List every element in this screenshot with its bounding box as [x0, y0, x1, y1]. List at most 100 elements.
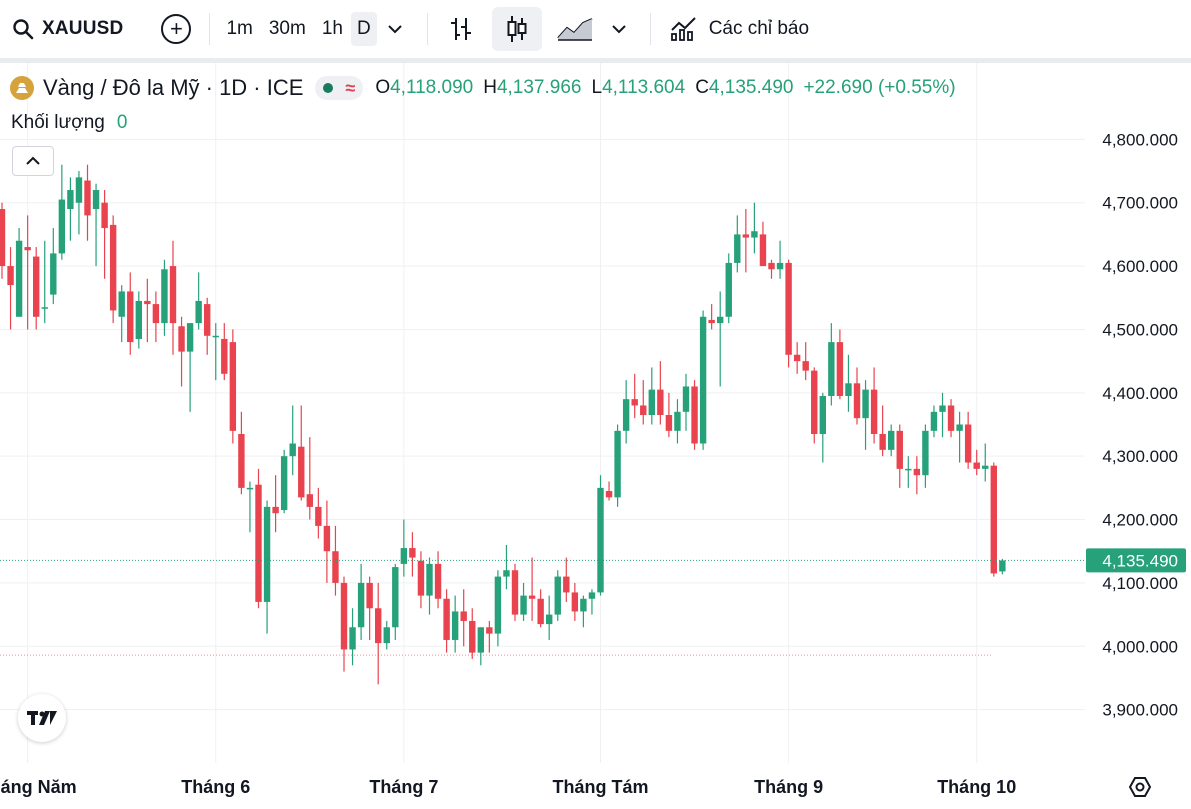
- candle[interactable]: [665, 392, 673, 438]
- candle[interactable]: [0, 202, 6, 279]
- candle[interactable]: [563, 557, 570, 602]
- candle[interactable]: [460, 589, 467, 647]
- candle[interactable]: [263, 500, 271, 634]
- candle[interactable]: [477, 627, 484, 666]
- candle[interactable]: [375, 582, 382, 685]
- timeframe-1h-button[interactable]: 1h: [321, 18, 343, 39]
- candle[interactable]: [221, 323, 228, 381]
- timeframe-1m-button[interactable]: 1m: [226, 18, 253, 39]
- candle[interactable]: [503, 544, 510, 590]
- collapse-legend-button[interactable]: [12, 146, 54, 176]
- candle[interactable]: [674, 399, 681, 444]
- candle[interactable]: [546, 595, 553, 640]
- candle[interactable]: [315, 487, 322, 539]
- candle[interactable]: [144, 278, 151, 343]
- volume-legend[interactable]: Khối lượng 0: [11, 112, 127, 134]
- candle[interactable]: [888, 424, 895, 457]
- candle[interactable]: [409, 532, 416, 577]
- candle[interactable]: [212, 323, 219, 381]
- chart-type-dropdown-button[interactable]: [602, 7, 636, 51]
- bar-chart-button[interactable]: [436, 7, 486, 51]
- candle[interactable]: [605, 481, 613, 501]
- candle[interactable]: [340, 576, 348, 672]
- candlestick-button[interactable]: [491, 7, 542, 51]
- candle[interactable]: [537, 589, 544, 628]
- candle[interactable]: [67, 177, 74, 241]
- candle[interactable]: [84, 164, 91, 241]
- candle[interactable]: [819, 392, 826, 463]
- candle[interactable]: [101, 190, 108, 279]
- candle[interactable]: [50, 228, 57, 305]
- candle[interactable]: [178, 316, 185, 387]
- candle[interactable]: [469, 608, 476, 659]
- candle[interactable]: [127, 272, 134, 355]
- candle[interactable]: [434, 551, 442, 609]
- candle[interactable]: [836, 329, 844, 400]
- candle[interactable]: [494, 570, 502, 647]
- candle[interactable]: [298, 405, 305, 501]
- candle[interactable]: [785, 259, 792, 368]
- candle[interactable]: [580, 595, 587, 628]
- candle[interactable]: [870, 367, 878, 444]
- candle[interactable]: [511, 563, 519, 621]
- candle[interactable]: [75, 171, 83, 235]
- candle[interactable]: [349, 608, 356, 666]
- candle[interactable]: [135, 291, 142, 349]
- candle[interactable]: [717, 291, 724, 387]
- candle[interactable]: [24, 215, 31, 330]
- candle[interactable]: [939, 392, 946, 438]
- area-chart-button[interactable]: [548, 7, 602, 51]
- candle[interactable]: [41, 240, 48, 324]
- candle[interactable]: [571, 582, 579, 621]
- candle[interactable]: [486, 620, 493, 653]
- candle[interactable]: [657, 361, 664, 425]
- candle[interactable]: [922, 424, 929, 488]
- candle[interactable]: [289, 405, 296, 476]
- candle[interactable]: [845, 354, 852, 412]
- candle[interactable]: [118, 285, 125, 343]
- candle[interactable]: [947, 399, 955, 438]
- candle[interactable]: [990, 462, 997, 577]
- candle[interactable]: [229, 329, 237, 444]
- candle[interactable]: [973, 449, 980, 476]
- candle[interactable]: [648, 367, 655, 425]
- candle[interactable]: [520, 582, 527, 621]
- candle[interactable]: [161, 259, 168, 336]
- candle[interactable]: [776, 240, 784, 279]
- candle[interactable]: [238, 411, 245, 495]
- candle[interactable]: [964, 411, 972, 469]
- timeframe-30m-button[interactable]: 30m: [268, 18, 306, 39]
- candle[interactable]: [332, 525, 339, 596]
- candle[interactable]: [862, 380, 869, 450]
- candle[interactable]: [802, 342, 809, 381]
- symbol-search-button[interactable]: XAUUSD: [12, 9, 123, 49]
- candle[interactable]: [793, 342, 801, 374]
- candle[interactable]: [15, 228, 23, 317]
- candle[interactable]: [554, 570, 561, 621]
- candle[interactable]: [383, 620, 390, 650]
- candle[interactable]: [759, 221, 767, 267]
- candle[interactable]: [896, 424, 903, 488]
- candle[interactable]: [417, 551, 425, 609]
- candle[interactable]: [92, 183, 100, 267]
- candle[interactable]: [691, 380, 698, 450]
- tradingview-logo[interactable]: [18, 694, 66, 742]
- candle[interactable]: [614, 424, 621, 507]
- candle[interactable]: [734, 215, 741, 273]
- candle[interactable]: [306, 437, 313, 520]
- candle[interactable]: [768, 259, 775, 279]
- candle[interactable]: [280, 449, 288, 514]
- price-chart[interactable]: 4,800.000 4,700.000 4,600.000 4,500.000 4,40…: [0, 63, 1191, 809]
- symbol-title[interactable]: Vàng / Đô la Mỹ · 1D · ICE: [43, 75, 304, 100]
- candle[interactable]: [58, 164, 66, 260]
- add-symbol-icon[interactable]: +: [161, 14, 192, 44]
- candle[interactable]: [708, 304, 715, 330]
- candle[interactable]: [451, 595, 459, 653]
- candle[interactable]: [811, 367, 818, 444]
- candle[interactable]: [640, 380, 647, 425]
- candle[interactable]: [930, 405, 938, 438]
- candle[interactable]: [699, 310, 707, 450]
- candle[interactable]: [400, 519, 408, 577]
- candle[interactable]: [588, 589, 596, 615]
- candle[interactable]: [7, 247, 14, 330]
